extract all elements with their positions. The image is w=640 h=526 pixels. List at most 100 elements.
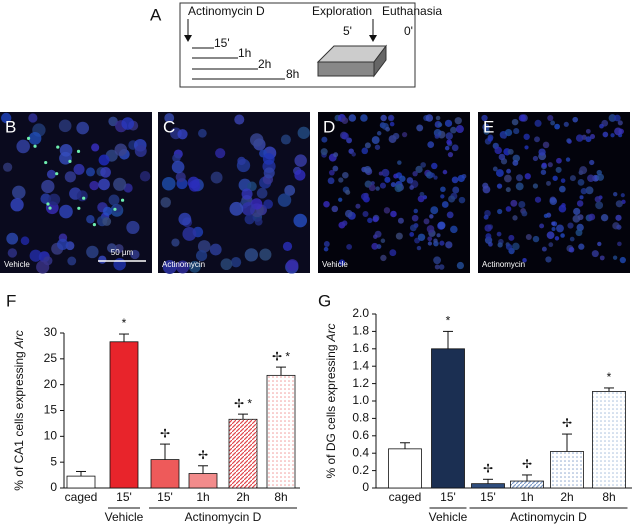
nucleus [67,256,77,266]
nucleus [507,148,514,155]
nucleus [498,153,506,161]
nucleus [613,114,621,122]
nucleus [409,185,414,190]
arc-signal [76,149,81,153]
nucleus [376,131,382,136]
arc-signal [56,145,60,149]
nucleus [187,176,200,189]
panel-label: D [323,117,335,136]
arc-signal [113,207,117,211]
nucleus [294,154,307,167]
bar [109,341,139,489]
nucleus [175,171,186,183]
nucleus [371,242,379,250]
nucleus [534,136,540,143]
nucleus [86,215,95,224]
nucleus [419,191,425,197]
nucleus [426,225,435,233]
nucleus [346,137,353,144]
nucleus [76,121,90,135]
nucleus [549,197,558,206]
nucleus [555,166,562,173]
bar [228,418,258,489]
nucleus [113,177,127,191]
nucleus [277,193,292,207]
nucleus [612,255,618,260]
nucleus [446,211,454,219]
bar [510,480,544,489]
nucleus [320,148,328,156]
nucleus [182,226,197,241]
nucleus [551,226,556,232]
nucleus [433,175,438,180]
nucleus [512,159,519,166]
nucleus [384,176,391,183]
nucleus [546,180,551,186]
nucleus [256,187,268,199]
nucleus [575,134,584,142]
nucleus [215,148,226,159]
nucleus [522,257,527,263]
nucleus [610,133,615,138]
nucleus [510,199,518,207]
nucleus [341,117,349,124]
nucleus [262,153,275,165]
nucleus [3,162,13,172]
group-label: Vehicle [105,510,144,524]
nucleus [617,241,622,247]
nucleus [532,183,539,189]
x-tick-label: 8h [602,490,615,504]
nucleus [485,233,492,240]
nucleus [415,165,423,174]
y-tick-label: 25 [44,351,58,365]
nucleus [445,132,453,140]
nucleus [504,174,512,183]
nucleus [380,238,386,244]
nucleus [323,241,330,247]
nucleus [552,175,558,181]
nucleus [172,153,181,163]
nucleus [321,136,328,143]
nucleus [102,206,113,216]
nucleus [351,152,356,157]
x-tick-label: 2h [560,490,573,504]
nucleus [177,129,188,140]
bar [592,391,626,489]
nucleus [171,160,185,174]
nucleus [425,114,434,122]
y-tick-label: 1.0 [352,393,369,407]
nucleus [495,169,504,177]
nucleus [585,136,592,143]
nucleus [371,136,380,145]
nucleus [620,193,625,198]
nucleus [602,131,609,138]
nucleus [446,139,452,145]
y-tick-label: 30 [44,325,58,339]
nucleus [573,207,581,216]
panel-label: F [6,291,16,310]
x-tick-label: caged [389,490,422,504]
nucleus [518,201,526,209]
nucleus [76,190,88,202]
nucleus [293,213,308,228]
nucleus [455,125,464,134]
nucleus [438,264,445,270]
nucleus [481,114,488,122]
arc-signal [120,198,125,202]
nucleus [440,186,446,193]
nucleus [545,256,552,263]
y-label-text: % of CA1 cells expressing [12,351,26,490]
nucleus [541,246,547,252]
nucleus [482,185,491,194]
nucleus [578,243,585,250]
nucleus [511,118,519,126]
nucleus [437,221,446,230]
nucleus [534,196,542,203]
panel-label: A [150,5,162,24]
nucleus [559,185,566,193]
nucleus [417,233,426,241]
nucleus [483,214,489,220]
nucleus [197,240,211,253]
nucleus [385,126,390,132]
